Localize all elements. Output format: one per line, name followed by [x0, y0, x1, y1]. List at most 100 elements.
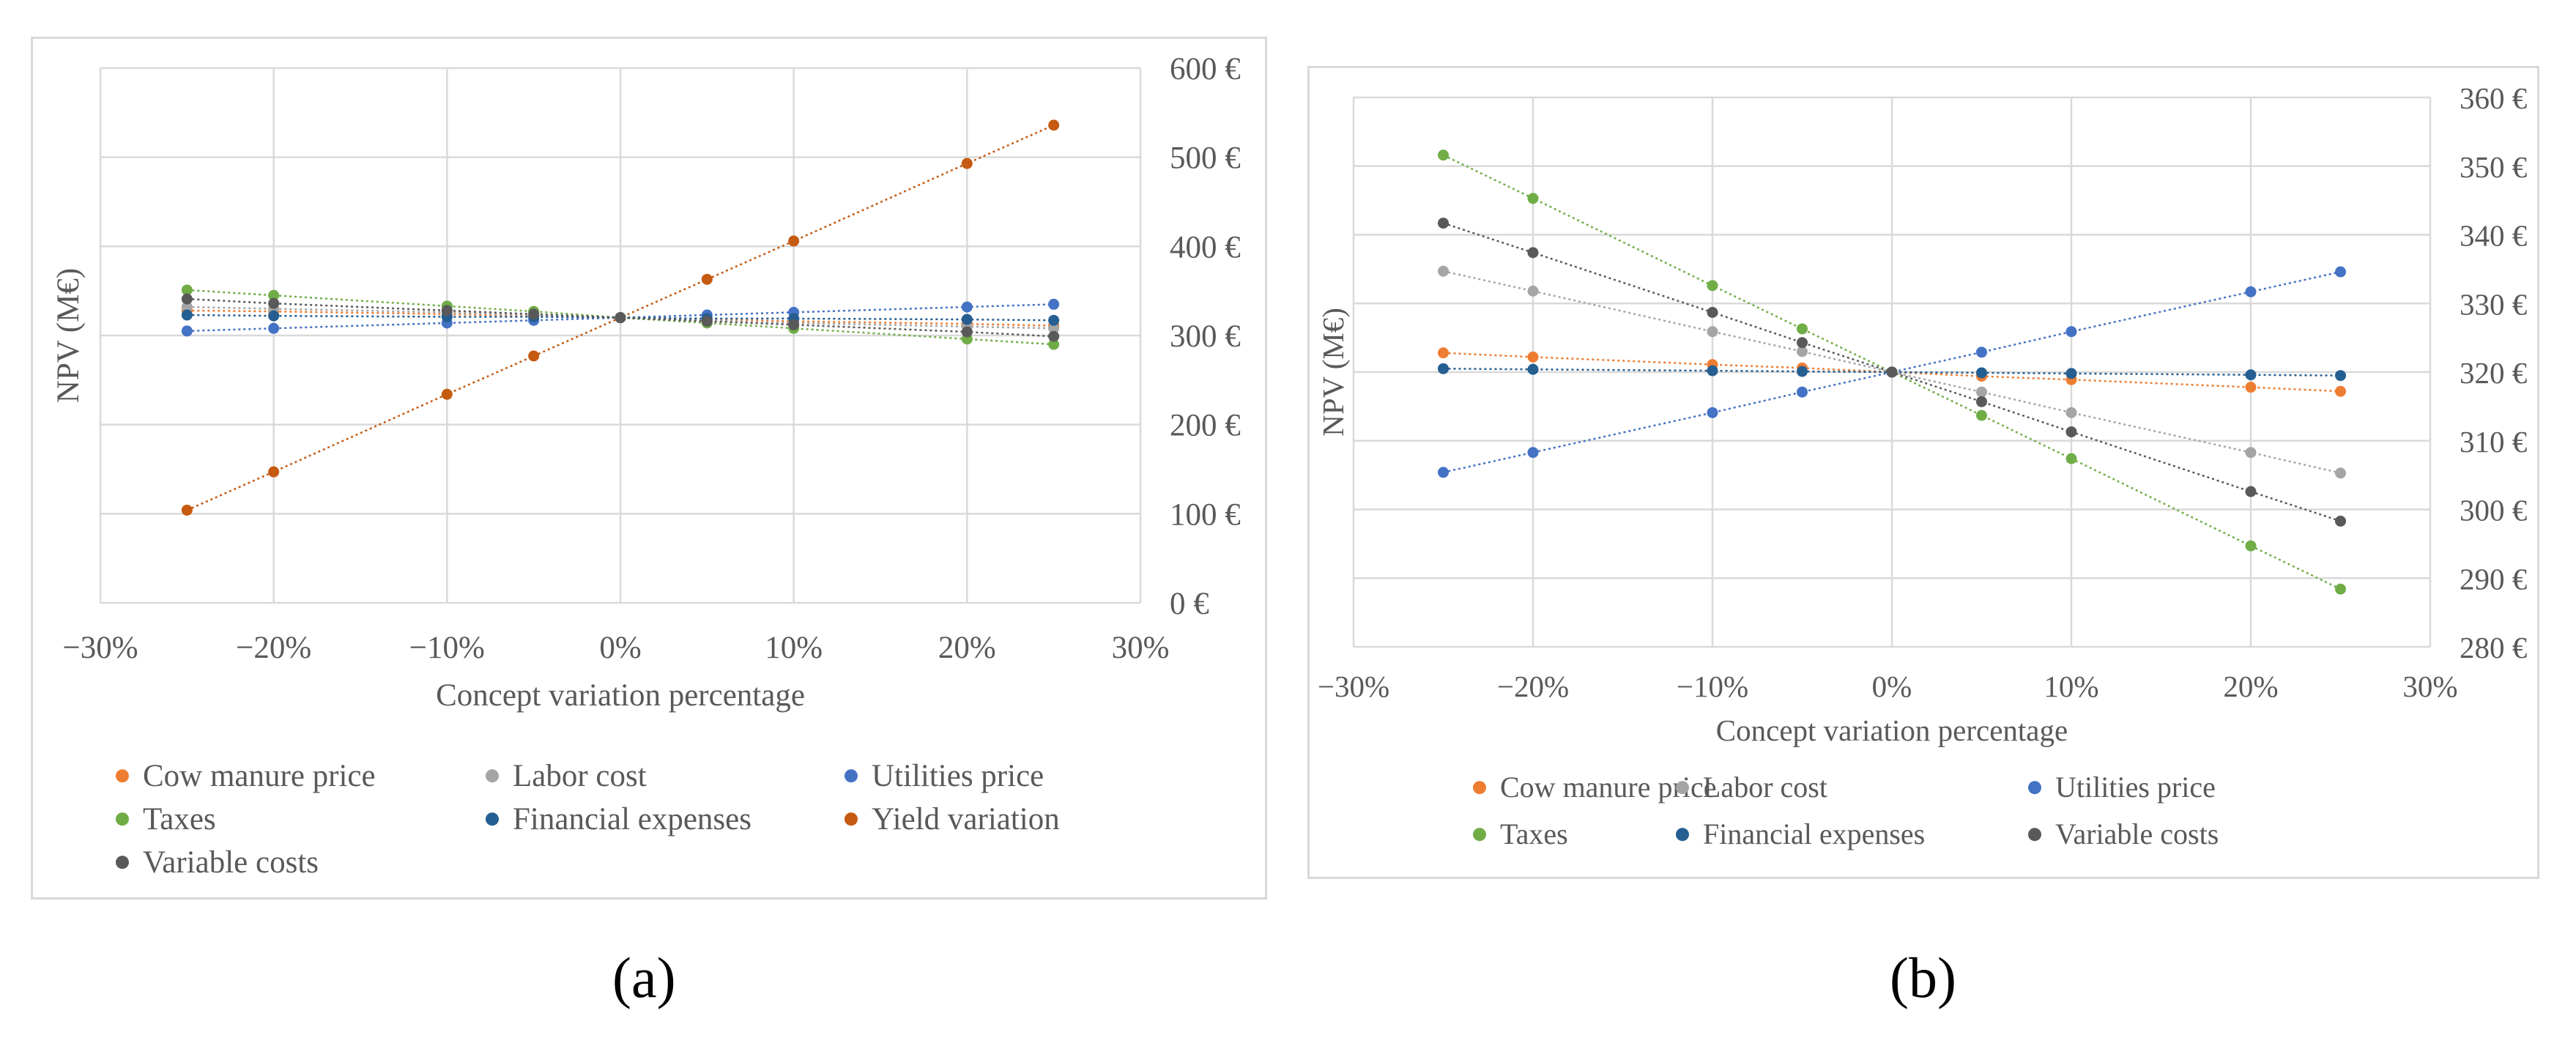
y-tick-label: 290 € [2460, 562, 2527, 596]
x-tick-label: 0% [599, 631, 641, 665]
data-point [1048, 119, 1060, 131]
data-point [961, 314, 973, 325]
legend-label: Variable costs [2055, 817, 2219, 850]
x-tick-label: −10% [409, 631, 485, 665]
data-point [1527, 193, 1539, 204]
legend-marker [486, 812, 499, 826]
x-tick-label: −30% [1318, 669, 1389, 703]
data-point [2335, 266, 2346, 278]
y-axis-title: NPV (M€) [51, 268, 86, 403]
data-point [1438, 347, 1449, 359]
data-point [2335, 515, 2346, 527]
data-point [181, 325, 193, 337]
data-point [2245, 486, 2257, 497]
legend-label: Taxes [1500, 817, 1568, 850]
y-tick-label: 320 € [2460, 356, 2527, 390]
data-point [181, 293, 193, 305]
data-point [1438, 149, 1449, 161]
data-point [2245, 286, 2257, 297]
data-point [181, 284, 193, 296]
legend-marker [1676, 781, 1689, 795]
legend-marker [1676, 828, 1689, 842]
data-point [2065, 368, 2077, 379]
x-tick-label: 0% [1872, 669, 1912, 703]
data-point [2335, 583, 2346, 595]
legend-marker [1473, 828, 1486, 842]
data-point [1438, 363, 1449, 374]
x-tick-label: 10% [2044, 669, 2098, 703]
x-tick-label: −20% [1497, 669, 1569, 703]
legend-label: Variable costs [143, 845, 319, 880]
data-point [2245, 369, 2257, 381]
data-point [2065, 426, 2077, 438]
series-line [187, 314, 1054, 322]
data-point [528, 350, 540, 362]
data-point [1797, 346, 1808, 357]
data-point [268, 297, 280, 309]
x-axis-title: Concept variation percentage [436, 678, 805, 713]
x-tick-label: 20% [2223, 669, 2278, 703]
y-tick-label: 360 € [2460, 81, 2527, 115]
data-point [1438, 265, 1449, 277]
data-point [1048, 298, 1060, 310]
data-point [615, 312, 626, 324]
data-point [1976, 346, 1987, 358]
data-point [1976, 386, 1987, 398]
y-axis-title: NPV (M€) [1316, 308, 1350, 437]
data-point [268, 310, 280, 322]
series-line [187, 289, 1054, 346]
legend-label: Taxes [143, 802, 216, 837]
data-point [2335, 385, 2346, 397]
data-point [1976, 409, 1987, 421]
chart-b-svg: 280 € 290 € 300 € 310 € 320 € 330 € 340 € 350 €… [1316, 81, 2527, 850]
data-point [961, 301, 973, 313]
data-point [1707, 365, 1718, 377]
data-point [1976, 367, 1987, 379]
chart-panel-b: 280 € 290 € 300 € 310 € 320 € 330 € 340 € 350 €… [1307, 66, 2539, 879]
series-line [187, 303, 1054, 333]
data-point [528, 308, 540, 320]
x-tick-label: 10% [765, 631, 823, 665]
data-point [1976, 396, 1987, 407]
data-point [2065, 326, 2077, 338]
x-tick-label: −20% [236, 631, 311, 665]
data-point [1797, 386, 1808, 398]
y-tick-label: 310 € [2460, 425, 2527, 459]
data-point [1048, 330, 1060, 342]
legend-marker [116, 856, 129, 869]
data-point [1048, 314, 1060, 326]
legend-marker [1473, 781, 1486, 795]
data-point [1797, 323, 1808, 335]
data-point [1527, 247, 1539, 259]
data-point [961, 326, 973, 338]
data-point [268, 466, 280, 478]
x-tick-label: 20% [938, 631, 996, 665]
legend-marker [486, 769, 499, 783]
series-line [186, 124, 1055, 511]
data-point [441, 388, 453, 400]
series-line [1443, 352, 2341, 393]
data-point [1886, 366, 1898, 378]
x-tick-label: 30% [2402, 669, 2457, 703]
data-point [2245, 447, 2257, 459]
data-point [1797, 366, 1808, 377]
data-point [701, 316, 713, 327]
series-line [187, 305, 1054, 330]
legend-marker [2028, 828, 2041, 842]
data-point [2335, 467, 2346, 479]
data-point [1048, 338, 1060, 350]
legend-label: Labor cost [1703, 771, 1827, 804]
y-tick-label: 0 € [1170, 587, 1209, 621]
data-point [1707, 407, 1718, 418]
data-point [1438, 218, 1449, 229]
data-point [961, 157, 973, 169]
series-line [187, 297, 1054, 338]
x-axis-title: Concept variation percentage [1716, 713, 2068, 747]
data-point [1797, 337, 1808, 349]
legend-marker [845, 769, 858, 783]
legend-marker [845, 812, 858, 826]
data-point [268, 322, 280, 334]
data-point [1048, 322, 1060, 334]
legend-marker [116, 812, 129, 826]
y-tick-label: 300 € [1170, 319, 1241, 354]
